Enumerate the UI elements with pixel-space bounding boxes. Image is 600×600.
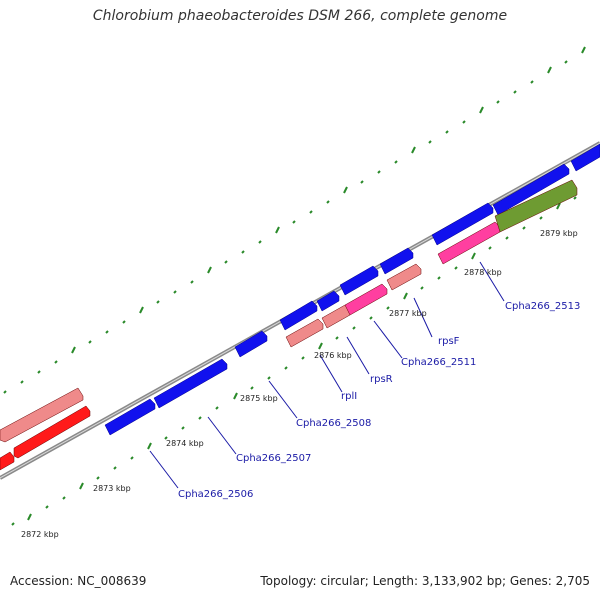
- gene-Cpha266_2507[interactable]: [153, 358, 228, 409]
- gene-rplI[interactable]: [279, 300, 318, 331]
- scale-labels: 2872 kbp 2873 kbp 2874 kbp 2875 kbp 2876…: [21, 229, 578, 539]
- gene-label-Cpha266_2508[interactable]: Cpha266_2508: [296, 418, 371, 429]
- gene-label-rplI[interactable]: rplI: [341, 391, 357, 402]
- gene-rpsR[interactable]: [316, 290, 340, 312]
- gene-olive[interactable]: [494, 179, 578, 233]
- scale-label-2873: 2873 kbp: [93, 484, 131, 493]
- gene-blue-e[interactable]: [570, 143, 600, 172]
- gene-Cpha266_2508[interactable]: [234, 330, 268, 358]
- gene-Cpha266_2511[interactable]: [344, 283, 388, 316]
- topology-info: Topology: circular; Length: 3,133,902 bp…: [260, 574, 590, 588]
- scale-label-2876: 2876 kbp: [314, 351, 352, 360]
- gene-red-left-a[interactable]: [0, 387, 84, 443]
- gene-blue-d[interactable]: [492, 163, 570, 216]
- gene-label-Cpha266_2506[interactable]: Cpha266_2506: [178, 489, 253, 500]
- scale-label-2874: 2874 kbp: [166, 439, 204, 448]
- scale-label-2879: 2879 kbp: [540, 229, 578, 238]
- gene-label-rpsF[interactable]: rpsF: [438, 336, 460, 347]
- forward-genes: [104, 143, 600, 436]
- gene-label-Cpha266_2513[interactable]: Cpha266_2513: [505, 301, 580, 312]
- scale-label-2872: 2872 kbp: [21, 530, 59, 539]
- reverse-genes: [0, 179, 578, 471]
- gene-label-Cpha266_2511[interactable]: Cpha266_2511: [401, 357, 476, 368]
- gene-salmon-1[interactable]: [285, 318, 324, 348]
- gene-Cpha266_2506[interactable]: [104, 398, 156, 436]
- gene-leaders: [149, 261, 505, 489]
- accession-info: Accession: NC_008639: [10, 574, 147, 588]
- scale-label-2875: 2875 kbp: [240, 394, 278, 403]
- genome-title: Chlorobium phaeobacteroides DSM 266, com…: [92, 8, 508, 24]
- gene-blue-c[interactable]: [431, 202, 494, 246]
- gene-label-rpsR[interactable]: rpsR: [370, 374, 393, 385]
- scale-label-2877: 2877 kbp: [389, 309, 427, 318]
- gene-rpsF[interactable]: [386, 263, 422, 291]
- gene-red-left-b[interactable]: [13, 405, 91, 459]
- gene-red-left-c[interactable]: [0, 451, 15, 471]
- gene-blue-a[interactable]: [339, 265, 379, 296]
- gene-labels: Cpha266_2506 Cpha266_2507 Cpha266_2508 r…: [178, 301, 580, 500]
- gene-blue-b[interactable]: [379, 247, 414, 275]
- scale-label-2878: 2878 kbp: [464, 268, 502, 277]
- scale-ticks: [3, 46, 586, 526]
- gene-label-Cpha266_2507[interactable]: Cpha266_2507: [236, 453, 311, 464]
